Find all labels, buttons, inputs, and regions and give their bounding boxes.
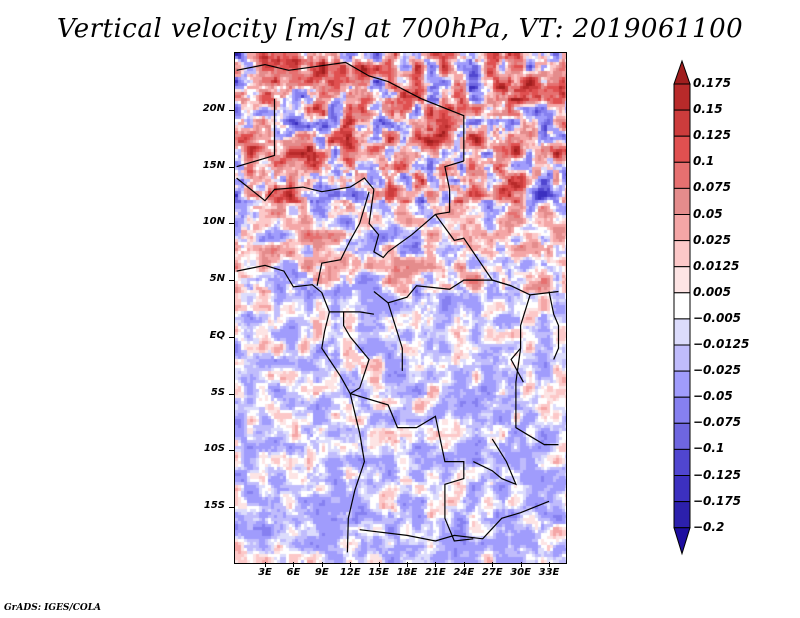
boundary-line xyxy=(387,302,403,371)
x-tick-label: 6E xyxy=(286,567,301,578)
x-tick-mark xyxy=(350,562,351,567)
colorbar-level-label: 0.15 xyxy=(693,102,723,117)
x-tick-label: 15E xyxy=(368,567,389,578)
colorbar-level-label: −0.1 xyxy=(693,441,725,456)
y-tick-label: 15S xyxy=(203,500,225,511)
y-tick-label: 5N xyxy=(209,273,225,285)
y-tick-mark xyxy=(229,394,235,395)
x-tick-label: 30E xyxy=(510,567,531,578)
colorbar-extend-bottom xyxy=(673,527,691,556)
y-tick-mark xyxy=(229,223,235,224)
chart-title: Vertical velocity [m/s] at 700hPa, VT: 2… xyxy=(56,14,744,44)
y-tick-label: 10N xyxy=(202,216,225,228)
y-tick-label: 20N xyxy=(202,103,225,114)
boundary-line xyxy=(368,160,464,259)
colorbar-level-label: −0.125 xyxy=(693,467,742,482)
colorbar-swatch xyxy=(673,240,691,268)
colorbar-level-label: 0.0125 xyxy=(693,258,740,273)
colorbar-swatch xyxy=(673,292,691,320)
colorbar-level-label: 0.025 xyxy=(693,232,731,247)
x-tick-label: 21E xyxy=(425,567,446,578)
colorbar-level-label: 0.1 xyxy=(693,154,715,169)
colorbar-swatch xyxy=(673,475,691,503)
colorbar-swatch xyxy=(673,214,691,242)
colorbar-level-label: 0.05 xyxy=(693,206,723,221)
x-tick-mark xyxy=(521,562,522,567)
colorbar-swatch xyxy=(673,109,691,137)
boundary-line xyxy=(342,311,370,395)
y-tick-label: EQ xyxy=(209,329,225,341)
boundary-line xyxy=(236,264,366,553)
colorbar-swatch xyxy=(673,161,691,189)
y-tick-label: 10S xyxy=(203,443,225,455)
x-tick-mark xyxy=(549,562,550,567)
colorbar-level-label: −0.0125 xyxy=(693,337,750,351)
colorbar-swatch xyxy=(673,318,691,346)
colorbar-level-label: −0.05 xyxy=(693,389,733,404)
boundary-line xyxy=(329,311,374,315)
colorbar-level-label: 0.175 xyxy=(693,76,731,90)
colorbar-swatch xyxy=(673,187,691,215)
x-tick-label: 3E xyxy=(258,567,272,578)
colorbar-swatch xyxy=(673,344,691,372)
boundary-line xyxy=(548,291,560,360)
colorbar-level-label: −0.025 xyxy=(693,363,742,378)
x-tick-label: 33E xyxy=(538,567,560,578)
x-tick-mark xyxy=(464,562,465,567)
y-tick-label: 15N xyxy=(202,159,225,171)
colorbar-swatch xyxy=(673,448,691,476)
y-tick-mark xyxy=(229,507,235,508)
country-borders-overlay xyxy=(236,61,560,553)
boundary-line xyxy=(359,500,550,542)
boundary-line xyxy=(236,98,276,168)
boundary-line xyxy=(236,61,465,161)
y-tick-mark xyxy=(229,337,235,338)
colorbar-swatch xyxy=(673,370,691,398)
vertical-velocity-field xyxy=(235,53,566,563)
colorbar-swatch xyxy=(673,135,691,163)
colorbar-level-label: 0.005 xyxy=(693,284,731,299)
x-tick-mark xyxy=(407,562,408,567)
boundary-line xyxy=(510,294,531,383)
colorbar-level-label: 0.075 xyxy=(693,180,731,195)
boundary-line xyxy=(373,279,559,304)
colorbar-extend-top xyxy=(673,59,691,85)
colorbar-swatch xyxy=(673,83,691,111)
colorbar xyxy=(673,59,691,556)
x-tick-mark xyxy=(265,562,266,567)
colorbar-swatch xyxy=(673,266,691,294)
y-tick-mark xyxy=(229,110,235,111)
x-tick-label: 9E xyxy=(314,567,329,578)
y-tick-mark xyxy=(229,167,235,168)
boundary-line xyxy=(434,214,512,287)
colorbar-level-label: 0.125 xyxy=(693,128,731,143)
x-tick-label: 27E xyxy=(481,567,503,578)
colorbar-swatch xyxy=(673,501,691,529)
x-tick-label: 24E xyxy=(453,567,475,578)
x-tick-label: 18E xyxy=(396,567,418,578)
x-tick-mark xyxy=(293,562,294,567)
boundary-line xyxy=(236,177,375,202)
x-tick-label: 12E xyxy=(339,567,361,578)
colorbar-level-label: −0.2 xyxy=(693,519,725,534)
y-tick-label: 5S xyxy=(210,386,225,398)
y-tick-mark xyxy=(229,450,235,451)
grads-credit: GrADS: IGES/COLA xyxy=(4,603,102,613)
boundary-line xyxy=(515,348,559,446)
x-tick-mark xyxy=(379,562,380,567)
x-tick-mark xyxy=(322,562,323,567)
colorbar-swatch xyxy=(673,422,691,450)
colorbar-level-label: −0.175 xyxy=(693,493,742,508)
map-plot-area xyxy=(235,53,566,563)
colorbar-level-label: −0.075 xyxy=(693,415,742,430)
boundary-line xyxy=(350,393,474,542)
y-tick-mark xyxy=(229,280,235,281)
boundary-line xyxy=(316,191,370,286)
x-tick-mark xyxy=(492,562,493,567)
colorbar-swatch xyxy=(673,396,691,424)
boundary-line xyxy=(473,438,518,486)
x-tick-mark xyxy=(435,562,436,567)
colorbar-level-label: −0.005 xyxy=(693,310,742,325)
